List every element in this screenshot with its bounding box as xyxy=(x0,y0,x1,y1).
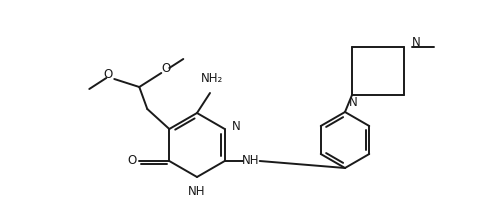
Text: O: O xyxy=(127,155,137,167)
Text: N: N xyxy=(232,120,241,134)
Text: O: O xyxy=(104,68,113,81)
Text: NH: NH xyxy=(242,155,259,167)
Text: NH: NH xyxy=(188,185,206,198)
Text: N: N xyxy=(412,37,421,50)
Text: NH₂: NH₂ xyxy=(201,72,223,85)
Text: O: O xyxy=(162,62,171,76)
Text: N: N xyxy=(349,95,357,109)
